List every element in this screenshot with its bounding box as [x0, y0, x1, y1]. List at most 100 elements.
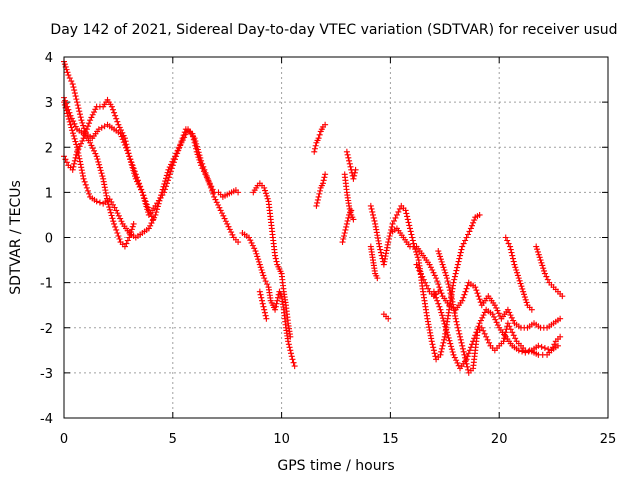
data-point-marker: [80, 122, 87, 129]
data-point-marker: [506, 309, 513, 316]
data-point-marker: [465, 231, 472, 238]
data-point-marker: [91, 109, 98, 116]
data-point-marker: [114, 118, 121, 125]
data-point-marker: [147, 222, 154, 229]
data-point-marker: [127, 231, 134, 238]
data-point-marker: [434, 278, 441, 285]
data-point-marker: [423, 282, 430, 289]
data-point-marker: [119, 129, 126, 136]
data-point-marker: [539, 262, 546, 269]
data-point-marker: [129, 223, 136, 230]
data-point-marker: [262, 187, 269, 194]
data-point-marker: [261, 184, 268, 191]
data-point-marker: [82, 129, 89, 136]
data-point-marker: [420, 276, 427, 283]
data-point-marker: [438, 290, 445, 297]
data-point-marker: [182, 131, 189, 138]
data-point-marker: [65, 72, 72, 79]
data-point-marker: [285, 338, 292, 345]
data-point-marker: [450, 351, 457, 358]
data-point-marker: [494, 322, 501, 329]
data-point-marker: [140, 192, 147, 199]
data-point-marker: [87, 117, 94, 124]
data-point-marker: [70, 132, 77, 139]
data-point-marker: [541, 270, 548, 277]
data-point-marker: [81, 125, 88, 132]
data-point-marker: [197, 154, 204, 161]
data-point-marker: [165, 166, 172, 173]
data-point-marker: [476, 320, 483, 327]
data-point-marker: [122, 138, 129, 145]
data-point-marker: [201, 166, 208, 173]
data-point-marker: [118, 218, 125, 225]
series-track-s: [502, 234, 535, 313]
data-point-marker: [313, 202, 320, 209]
data-point-marker: [156, 197, 163, 204]
data-point-marker: [218, 210, 225, 217]
data-point-marker: [459, 345, 466, 352]
data-point-marker: [447, 340, 454, 347]
data-point-marker: [451, 276, 458, 283]
data-point-marker: [538, 259, 545, 266]
data-point-marker: [153, 209, 160, 216]
data-point-marker: [291, 363, 298, 370]
data-point-marker: [181, 134, 188, 141]
data-point-marker: [75, 146, 82, 153]
data-point-marker: [71, 120, 78, 127]
data-point-marker: [551, 341, 558, 348]
data-point-marker: [262, 312, 269, 319]
data-point-marker: [259, 269, 266, 276]
data-point-marker: [145, 207, 152, 214]
data-point-marker: [437, 256, 444, 263]
data-point-marker: [257, 291, 264, 298]
series-track-c: [61, 94, 137, 250]
data-point-marker: [466, 228, 473, 235]
data-point-marker: [319, 180, 326, 187]
data-point-marker: [474, 290, 481, 297]
data-point-marker: [179, 137, 186, 144]
data-point-marker: [480, 312, 487, 319]
data-point-marker: [203, 172, 210, 179]
data-point-marker: [439, 261, 446, 268]
data-point-marker: [462, 237, 469, 244]
data-point-marker: [285, 341, 292, 348]
data-point-marker: [557, 333, 564, 340]
data-point-marker: [314, 199, 321, 206]
data-point-marker: [344, 151, 351, 158]
data-point-marker: [260, 303, 267, 310]
data-point-marker: [220, 212, 227, 219]
data-point-marker: [141, 195, 148, 202]
data-point-marker: [289, 356, 296, 363]
data-point-marker: [204, 175, 211, 182]
data-point-marker: [290, 359, 297, 366]
data-point-marker: [472, 284, 479, 291]
data-point-marker: [147, 210, 154, 217]
data-point-marker: [454, 264, 461, 271]
data-point-marker: [448, 346, 455, 353]
data-point-marker: [166, 164, 173, 171]
data-point-marker: [134, 177, 141, 184]
data-point-marker: [274, 294, 281, 301]
data-point-marker: [287, 333, 294, 340]
data-point-marker: [409, 237, 416, 244]
data-point-marker: [414, 254, 421, 261]
data-point-marker: [507, 243, 514, 250]
data-point-marker: [491, 302, 498, 309]
data-point-marker: [66, 118, 73, 125]
data-point-marker: [346, 157, 353, 164]
data-point-marker: [91, 147, 98, 154]
data-point-marker: [264, 281, 271, 288]
data-point-marker: [130, 165, 137, 172]
data-point-marker: [439, 312, 446, 319]
data-point-marker: [311, 145, 318, 152]
data-point-marker: [272, 255, 279, 262]
data-point-marker: [519, 348, 526, 355]
data-point-marker: [62, 97, 69, 104]
data-point-marker: [378, 252, 385, 259]
data-point-marker: [388, 223, 395, 230]
data-point-marker: [513, 266, 520, 273]
data-point-marker: [509, 329, 516, 336]
y-tick-label: 4: [45, 51, 53, 66]
data-point-marker: [216, 204, 223, 211]
